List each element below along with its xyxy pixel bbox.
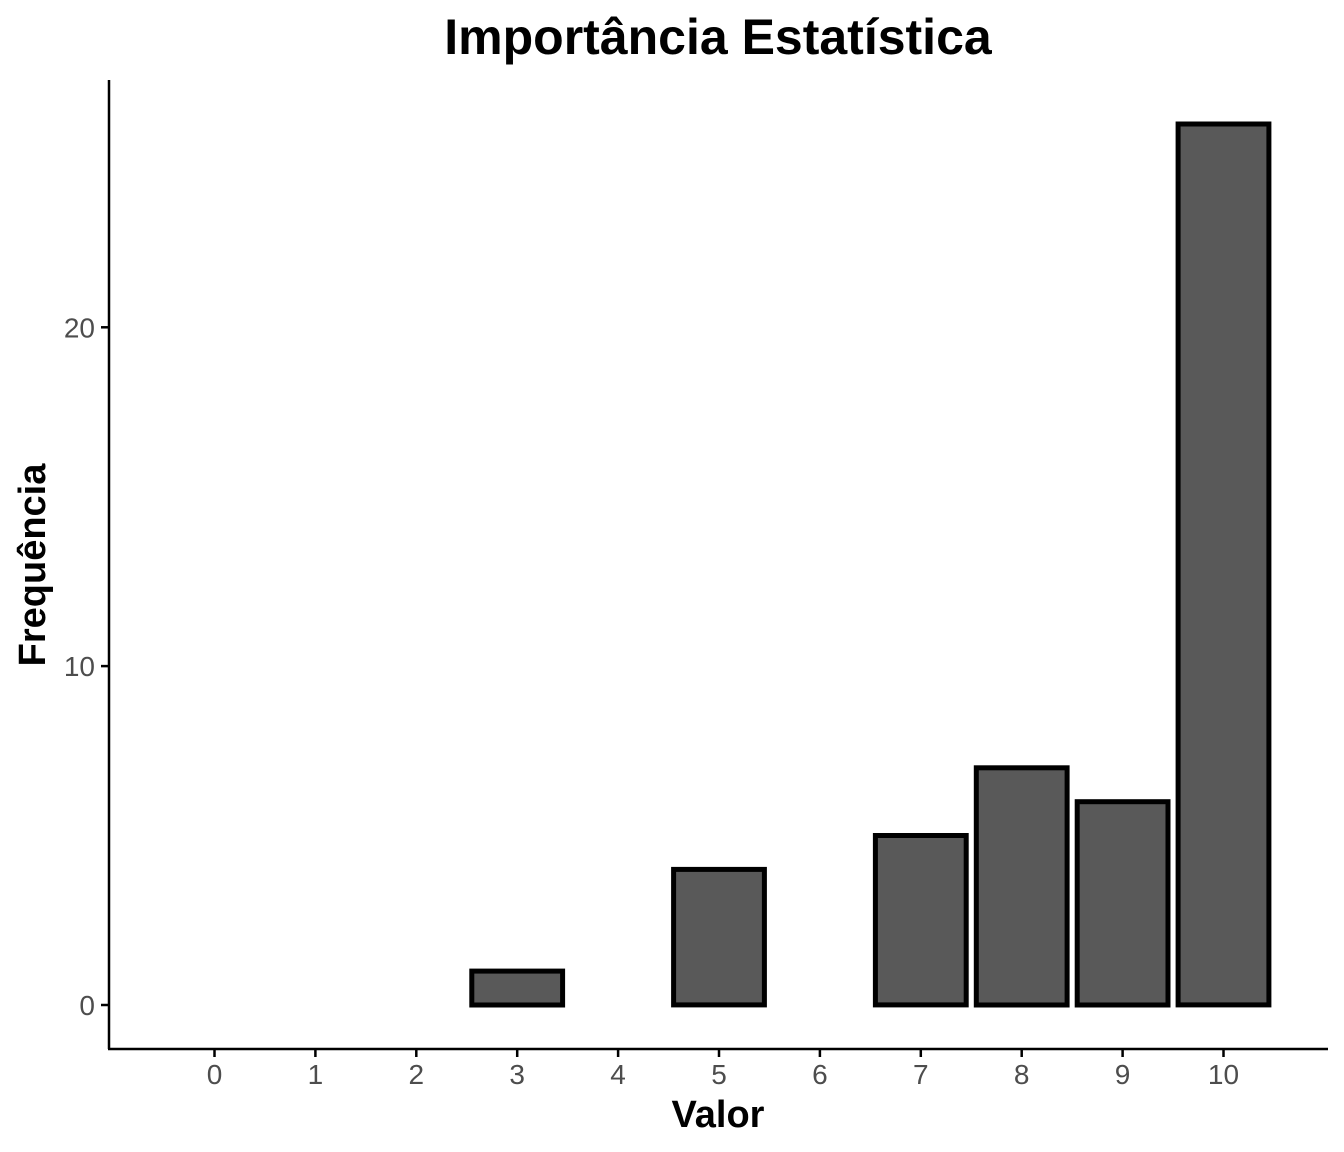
bar-10 (1175, 121, 1272, 1008)
y-axis-title: Frequência (12, 463, 54, 667)
x-tick-label: 7 (913, 1059, 929, 1090)
x-tick-label: 4 (610, 1059, 626, 1090)
x-tick-label: 8 (1014, 1059, 1030, 1090)
y-axis-ticks: 0 10 20 (64, 312, 109, 1021)
x-tick-label: 6 (812, 1059, 828, 1090)
bar-9 (1074, 799, 1171, 1008)
y-tick-label: 20 (64, 312, 95, 343)
x-tick-label: 10 (1208, 1059, 1239, 1090)
bar-5 (671, 866, 767, 1008)
x-tick-label: 3 (509, 1059, 525, 1090)
bar-3 (469, 968, 566, 1008)
bar-7 (872, 833, 969, 1008)
y-tick-label: 10 (64, 651, 95, 682)
x-tick-label: 1 (308, 1059, 324, 1090)
bars-group (469, 121, 1272, 1008)
y-tick-label: 0 (79, 990, 95, 1021)
x-tick-label: 0 (207, 1059, 223, 1090)
x-tick-label: 5 (711, 1059, 727, 1090)
bar-8 (973, 765, 1070, 1008)
x-axis-title: Valor (672, 1094, 765, 1136)
x-axis-ticks: 0 1 2 3 4 5 6 7 8 9 10 (207, 1049, 1239, 1090)
x-tick-label: 2 (409, 1059, 425, 1090)
chart-title: Importância Estatística (444, 9, 993, 65)
x-tick-label: 9 (1115, 1059, 1131, 1090)
